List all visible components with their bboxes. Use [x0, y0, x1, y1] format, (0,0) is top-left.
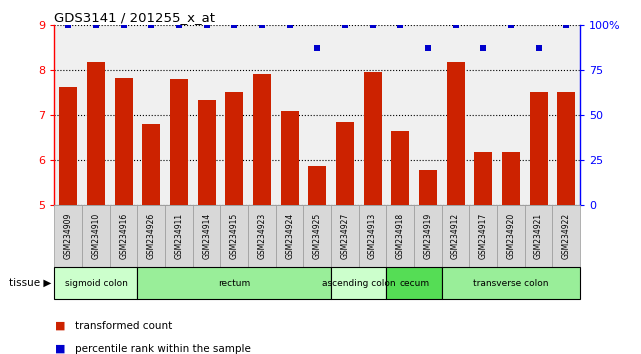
Bar [557, 92, 575, 205]
Text: GSM234914: GSM234914 [202, 213, 211, 259]
Text: rectum: rectum [218, 279, 251, 288]
Text: GSM234924: GSM234924 [285, 213, 294, 259]
Bar [221, 205, 248, 267]
Text: GSM234918: GSM234918 [395, 213, 404, 259]
Text: cecum: cecum [399, 279, 429, 288]
Bar [442, 205, 469, 267]
Point [229, 22, 240, 28]
Bar [142, 124, 160, 205]
Text: GSM234923: GSM234923 [258, 213, 267, 259]
Bar [525, 205, 553, 267]
Bar [193, 205, 221, 267]
Bar [363, 72, 381, 205]
Point [257, 22, 267, 28]
Text: GSM234926: GSM234926 [147, 213, 156, 259]
Point [146, 22, 156, 28]
Bar [553, 205, 580, 267]
Point [395, 22, 405, 28]
Bar [529, 92, 547, 205]
Text: ■: ■ [54, 321, 65, 331]
Point [91, 22, 101, 28]
Text: GSM234911: GSM234911 [174, 213, 183, 259]
Bar [276, 205, 303, 267]
Text: transverse colon: transverse colon [473, 279, 549, 288]
Point [423, 45, 433, 51]
Text: GSM234916: GSM234916 [119, 213, 128, 259]
Point [174, 22, 184, 28]
Point [533, 45, 544, 51]
Bar [226, 92, 244, 205]
Text: ascending colon: ascending colon [322, 279, 395, 288]
Bar [308, 166, 326, 205]
Bar [391, 131, 409, 205]
Bar [87, 62, 105, 205]
Bar [197, 100, 215, 205]
Bar [137, 205, 165, 267]
Bar [248, 205, 276, 267]
Bar [387, 205, 414, 267]
Text: GDS3141 / 201255_x_at: GDS3141 / 201255_x_at [54, 11, 215, 24]
Bar [54, 267, 137, 299]
Point [119, 22, 129, 28]
Text: percentile rank within the sample: percentile rank within the sample [75, 344, 251, 354]
Text: tissue ▶: tissue ▶ [9, 278, 51, 288]
Bar [497, 205, 525, 267]
Bar [60, 87, 78, 205]
Bar [447, 62, 465, 205]
Text: GSM234917: GSM234917 [479, 213, 488, 259]
Bar [359, 205, 387, 267]
Bar [331, 267, 387, 299]
Bar [253, 74, 271, 205]
Bar [170, 79, 188, 205]
Text: GSM234915: GSM234915 [230, 213, 239, 259]
Point [478, 45, 488, 51]
Text: GSM234910: GSM234910 [92, 213, 101, 259]
Text: GSM234913: GSM234913 [368, 213, 377, 259]
Point [367, 22, 378, 28]
Bar [414, 205, 442, 267]
Bar [137, 267, 331, 299]
Point [285, 22, 295, 28]
Bar [82, 205, 110, 267]
Text: GSM234920: GSM234920 [506, 213, 515, 259]
Bar [419, 170, 437, 205]
Point [312, 45, 322, 51]
Text: GSM234909: GSM234909 [64, 213, 73, 259]
Bar [442, 267, 580, 299]
Point [561, 22, 571, 28]
Point [63, 22, 74, 28]
Point [340, 22, 350, 28]
Text: GSM234927: GSM234927 [340, 213, 349, 259]
Bar [54, 205, 82, 267]
Bar [336, 122, 354, 205]
Point [201, 22, 212, 28]
Bar [165, 205, 193, 267]
Text: ■: ■ [54, 344, 65, 354]
Text: GSM234912: GSM234912 [451, 213, 460, 259]
Text: GSM234922: GSM234922 [562, 213, 570, 259]
Text: GSM234921: GSM234921 [534, 213, 543, 259]
Bar [474, 152, 492, 205]
Text: GSM234919: GSM234919 [424, 213, 433, 259]
Bar [110, 205, 137, 267]
Text: sigmoid colon: sigmoid colon [65, 279, 128, 288]
Bar [115, 78, 133, 205]
Point [506, 22, 516, 28]
Point [451, 22, 461, 28]
Bar [469, 205, 497, 267]
Bar [303, 205, 331, 267]
Bar [387, 267, 442, 299]
Bar [502, 152, 520, 205]
Text: GSM234925: GSM234925 [313, 213, 322, 259]
Text: transformed count: transformed count [75, 321, 172, 331]
Bar [281, 110, 299, 205]
Bar [331, 205, 359, 267]
